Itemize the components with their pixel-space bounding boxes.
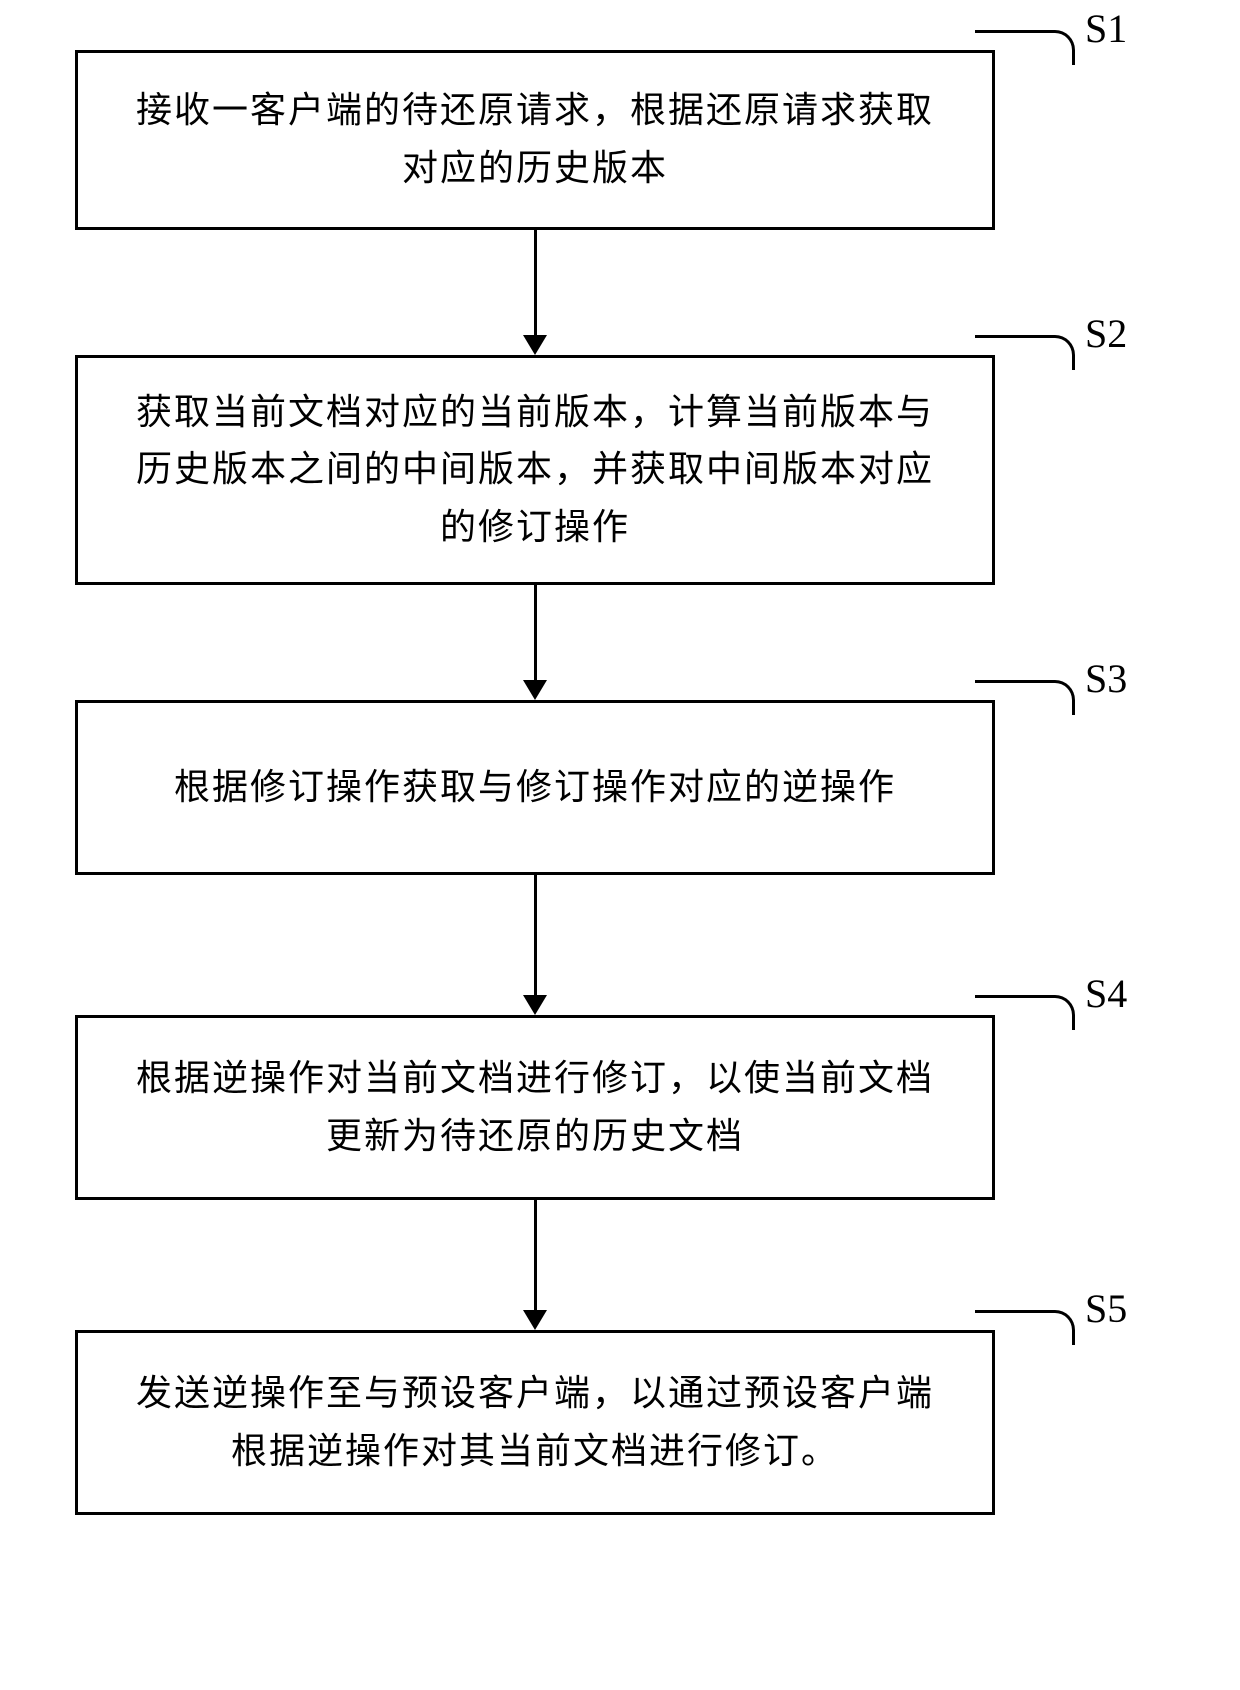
arrow-1-container (75, 230, 995, 355)
arrow-4-container (75, 1200, 995, 1330)
step-5-connector (975, 1310, 1075, 1345)
step-3-label: S3 (1085, 655, 1127, 702)
step-2-text: 获取当前文档对应的当前版本，计算当前版本与历史版本之间的中间版本，并获取中间版本… (118, 384, 952, 557)
step-4-container: 根据逆操作对当前文档进行修订，以使当前文档更新为待还原的历史文档 S4 (75, 1015, 1125, 1200)
flowchart-container: 接收一客户端的待还原请求，根据还原请求获取对应的历史版本 S1 获取当前文档对应… (75, 50, 1125, 1515)
step-4-text: 根据逆操作对当前文档进行修订，以使当前文档更新为待还原的历史文档 (118, 1050, 952, 1165)
step-3-container: 根据修订操作获取与修订操作对应的逆操作 S3 (75, 700, 1125, 875)
step-1-label: S1 (1085, 5, 1127, 52)
step-5-text: 发送逆操作至与预设客户端，以通过预设客户端根据逆操作对其当前文档进行修订。 (118, 1365, 952, 1480)
step-1-connector (975, 30, 1075, 65)
step-2-container: 获取当前文档对应的当前版本，计算当前版本与历史版本之间的中间版本，并获取中间版本… (75, 355, 1125, 585)
step-3-box: 根据修订操作获取与修订操作对应的逆操作 (75, 700, 995, 875)
step-2-box: 获取当前文档对应的当前版本，计算当前版本与历史版本之间的中间版本，并获取中间版本… (75, 355, 995, 585)
step-3-text: 根据修订操作获取与修订操作对应的逆操作 (174, 759, 896, 817)
step-1-box: 接收一客户端的待还原请求，根据还原请求获取对应的历史版本 (75, 50, 995, 230)
arrow-3 (534, 875, 537, 1015)
step-2-label: S2 (1085, 310, 1127, 357)
arrow-1 (534, 230, 537, 355)
step-1-text: 接收一客户端的待还原请求，根据还原请求获取对应的历史版本 (118, 82, 952, 197)
arrow-2-container (75, 585, 995, 700)
step-5-container: 发送逆操作至与预设客户端，以通过预设客户端根据逆操作对其当前文档进行修订。 S5 (75, 1330, 1125, 1515)
arrow-2 (534, 585, 537, 700)
arrow-3-container (75, 875, 995, 1015)
step-3-connector (975, 680, 1075, 715)
step-5-label: S5 (1085, 1285, 1127, 1332)
step-4-box: 根据逆操作对当前文档进行修订，以使当前文档更新为待还原的历史文档 (75, 1015, 995, 1200)
step-4-label: S4 (1085, 970, 1127, 1017)
step-2-connector (975, 335, 1075, 370)
step-1-container: 接收一客户端的待还原请求，根据还原请求获取对应的历史版本 S1 (75, 50, 1125, 230)
arrow-4 (534, 1200, 537, 1330)
step-4-connector (975, 995, 1075, 1030)
step-5-box: 发送逆操作至与预设客户端，以通过预设客户端根据逆操作对其当前文档进行修订。 (75, 1330, 995, 1515)
